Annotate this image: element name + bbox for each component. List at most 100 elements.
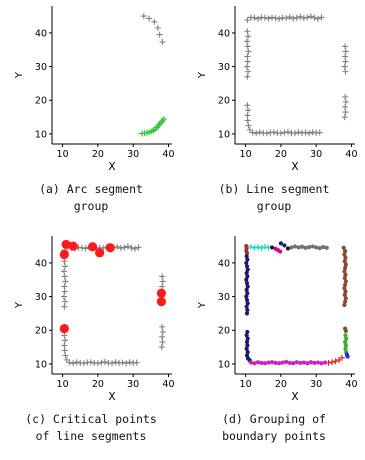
data-point-dot	[319, 361, 324, 366]
data-point-dot	[342, 259, 347, 264]
data-point-cross	[156, 31, 163, 38]
y-tick-label: 30	[35, 62, 47, 73]
data-point-cross	[159, 328, 166, 335]
data-point-cross	[265, 15, 272, 22]
data-point-dot	[305, 361, 310, 366]
data-point-dot	[291, 361, 296, 366]
data-point-cross	[284, 128, 291, 135]
data-point-cross	[286, 14, 293, 21]
data-point-cross	[159, 333, 166, 340]
y-tick-label: 10	[35, 129, 47, 140]
data-point-cross	[251, 244, 258, 251]
data-point-dot	[269, 245, 275, 250]
data-point-dot	[244, 264, 250, 269]
data-point-dot	[262, 361, 268, 366]
caption-a: (a) Arc segment group	[39, 182, 143, 213]
data-point-cross	[304, 14, 311, 21]
data-point-cross	[124, 243, 131, 250]
data-point-cross	[114, 243, 121, 250]
data-point-cross	[244, 43, 251, 50]
data-point-cross	[79, 244, 85, 251]
data-point-cross	[246, 126, 253, 133]
data-point-cross	[101, 358, 108, 365]
data-point-cross	[269, 14, 276, 21]
y-tick-label: 20	[35, 326, 47, 337]
data-point-dot	[245, 343, 250, 348]
y-axis-label: Y	[197, 71, 208, 79]
data-point-cross	[62, 263, 69, 270]
data-point-dot	[342, 269, 347, 274]
data-point-cross	[245, 122, 252, 129]
data-point-dot	[244, 260, 249, 266]
data-point-cross	[119, 359, 126, 366]
data-point-dot	[266, 360, 271, 365]
data-point-cross	[109, 360, 115, 367]
x-tick-label: 20	[92, 379, 104, 390]
data-point-dot	[343, 333, 348, 338]
data-point-cross	[61, 283, 68, 290]
chart-b: 10 20 30 40 10 20 30 40 X Y	[197, 6, 358, 173]
data-point-cross	[159, 39, 166, 46]
data-point-dot	[342, 292, 347, 298]
data-point-cross	[342, 98, 349, 105]
data-point-dot	[324, 245, 329, 250]
data-point-cross	[245, 33, 252, 40]
data-point-dot	[244, 297, 250, 303]
data-point-dot	[282, 243, 287, 248]
data-point-cross	[329, 359, 336, 366]
data-point-cross	[151, 18, 158, 25]
data-point-dot	[343, 262, 348, 267]
data-point-dot	[342, 286, 347, 291]
data-point-dot	[245, 336, 250, 341]
data-point-cross	[316, 129, 323, 136]
data-point-dot	[245, 307, 250, 313]
data-point-dot	[344, 336, 349, 341]
data-point-cross	[342, 109, 349, 116]
data-point-cross	[249, 129, 256, 136]
y-tick-label: 20	[35, 96, 47, 107]
y-tick-label: 40	[35, 258, 47, 269]
data-point-dot	[87, 242, 98, 252]
y-tick-label: 10	[218, 129, 230, 140]
data-point-cross	[61, 268, 67, 275]
data-point-cross	[244, 58, 251, 65]
data-point-cross	[254, 15, 261, 22]
data-point-cross	[244, 17, 251, 24]
data-point-dot	[343, 272, 348, 277]
data-point-dot	[59, 323, 69, 334]
data-point-dot	[345, 354, 350, 359]
data-point-cross	[281, 129, 288, 136]
y-tick-label: 10	[218, 359, 230, 370]
data-point-dot	[278, 249, 283, 254]
data-point-dot	[342, 252, 347, 257]
data-point-dot	[277, 361, 282, 366]
data-point-dot	[294, 360, 299, 365]
data-point-cross	[311, 14, 318, 21]
data-point-cross	[295, 129, 302, 136]
data-point-dot	[278, 241, 283, 246]
data-point-dot	[343, 299, 348, 304]
data-point-dot	[341, 245, 346, 250]
data-point-cross	[146, 15, 153, 22]
data-point-cross	[244, 53, 251, 60]
chart-c: 10 20 30 40 10 20 30 40 X Y	[14, 236, 175, 403]
data-point-dot	[156, 297, 167, 307]
data-point-cross	[160, 116, 167, 123]
x-tick-label: 40	[345, 149, 357, 160]
x-tick-label: 20	[275, 149, 287, 160]
data-point-cross	[112, 359, 119, 366]
x-tick-label: 30	[127, 149, 139, 160]
data-point-dot	[245, 257, 250, 262]
data-point-cross	[128, 244, 135, 251]
data-point-cross	[262, 243, 268, 250]
data-point-dot	[310, 244, 315, 249]
data-point-dot	[244, 254, 249, 259]
data-point-cross	[244, 102, 251, 109]
data-point-cross	[272, 15, 279, 22]
data-point-dot	[245, 350, 250, 355]
data-point-dot	[244, 277, 249, 282]
data-point-cross	[70, 360, 77, 367]
data-point-cross	[318, 14, 325, 21]
data-point-cross	[73, 359, 80, 366]
data-point-cross	[158, 344, 165, 351]
